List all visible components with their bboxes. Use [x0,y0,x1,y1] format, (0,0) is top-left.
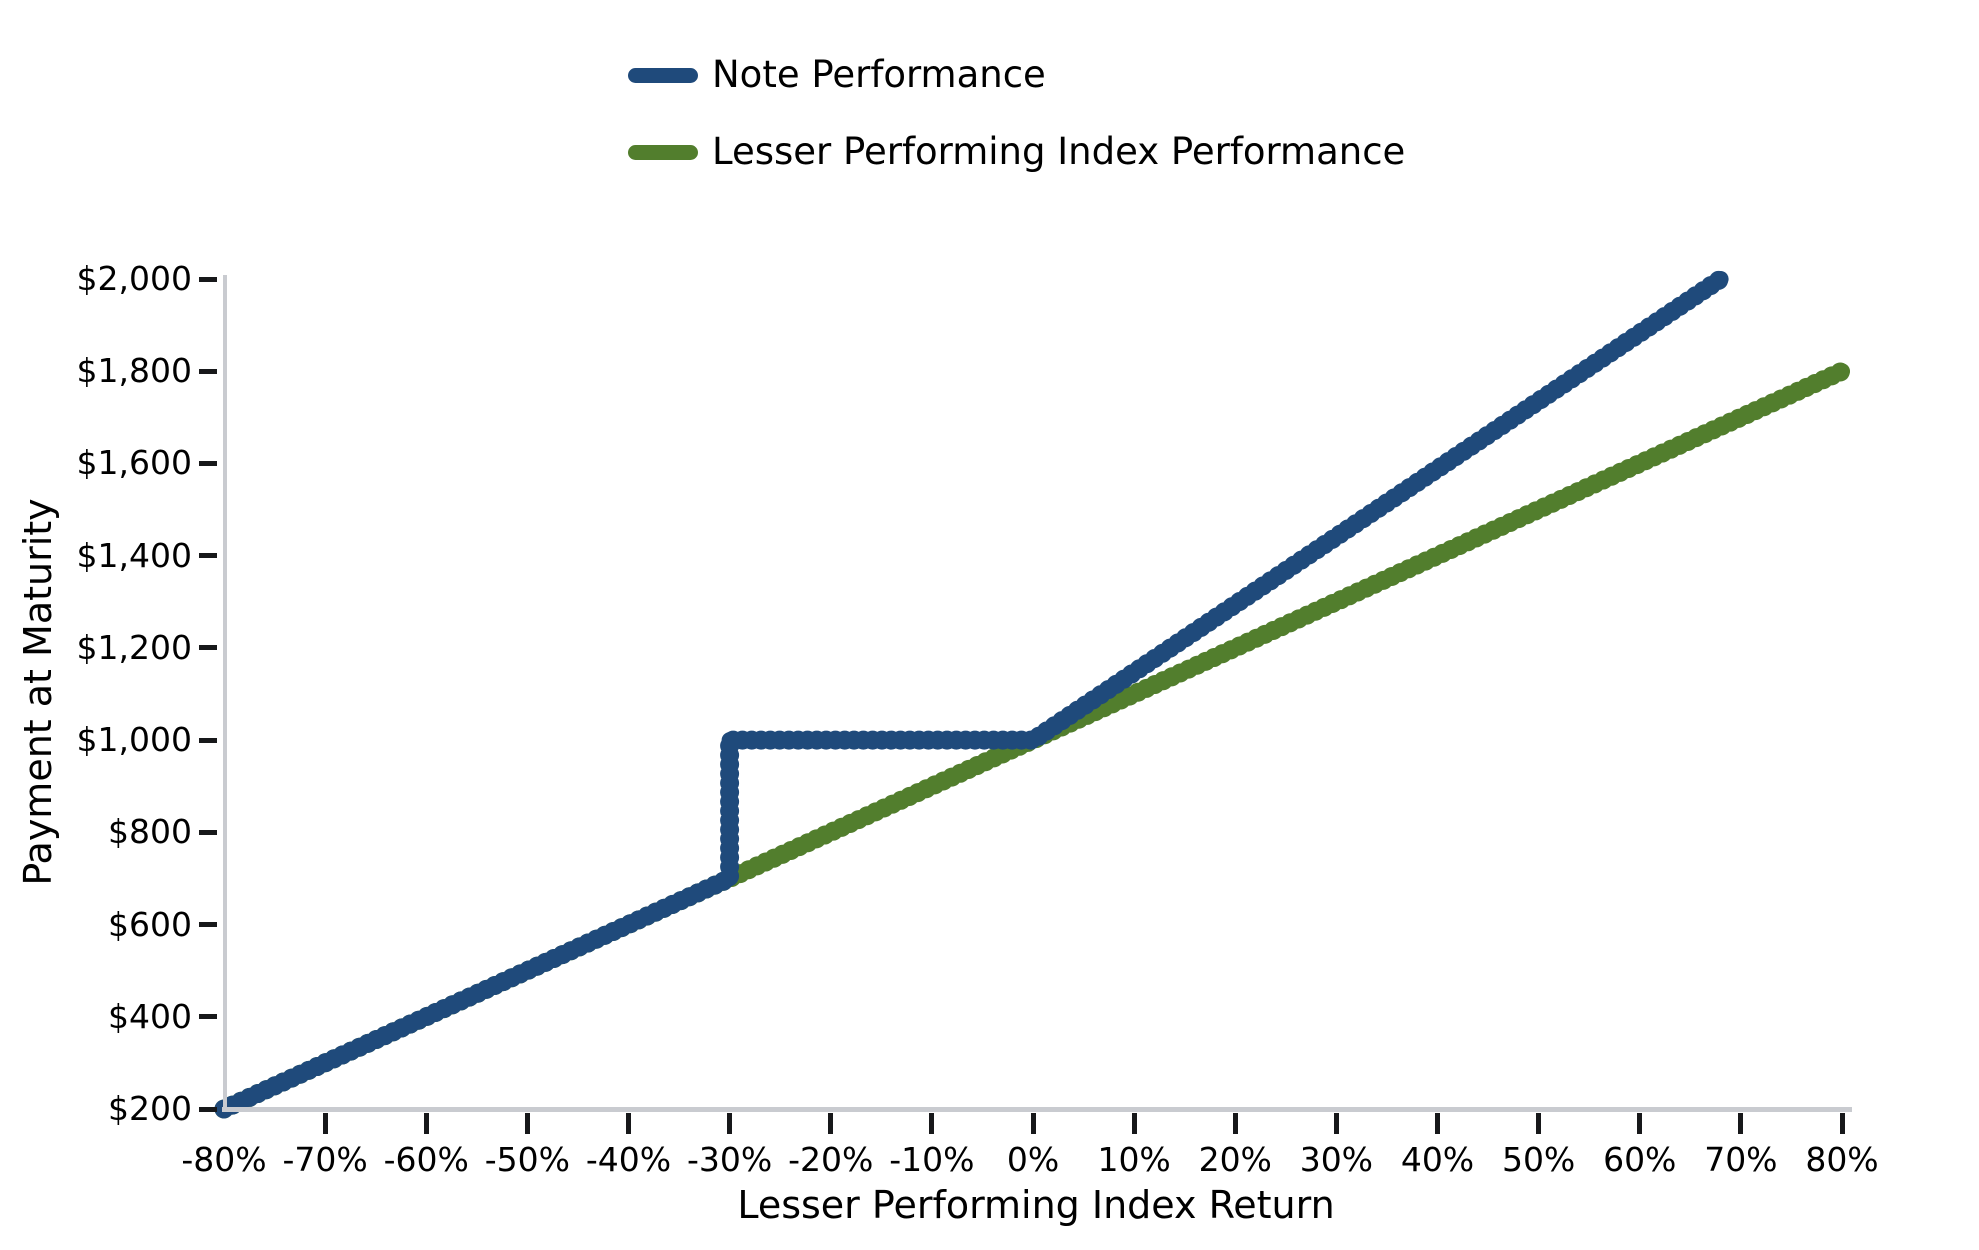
lesser-performing-index-swatch [628,144,698,160]
note-performance-swatch [628,67,698,83]
y-tick-label: $1,000 [76,720,192,760]
y-tick-label: $600 [108,904,192,944]
y-tick-label: $200 [108,1089,192,1128]
legend-label-note-performance: Note Performance [712,53,1046,96]
x-tick-mark [1435,1113,1440,1134]
x-tick-mark [1536,1113,1542,1134]
y-tick-label: $1,800 [76,351,192,391]
y-tick-mark [199,829,217,835]
y-tick-label: $1,200 [76,627,192,667]
y-tick-label: $2,000 [76,259,192,298]
note-performance-line-markers [214,269,1731,1119]
note-performance-line [216,271,1729,1117]
x-tick-mark [322,1113,328,1134]
y-tick-label: $1,400 [76,535,192,575]
x-tick-mark [929,1113,935,1134]
y-tick-mark [199,737,217,743]
x-tick-mark [1333,1113,1339,1134]
x-tick-label: -60% [383,1140,469,1179]
x-tick-mark [524,1113,530,1134]
x-tick-label: -40% [585,1140,672,1179]
x-tick-label: 20% [1198,1140,1272,1179]
legend-label-lesser-performing-index: Lesser Performing Index Performance [712,130,1406,173]
x-tick-mark [423,1113,429,1134]
x-tick-mark [1738,1113,1744,1134]
y-tick-mark [199,1106,217,1112]
x-tick-mark [1232,1113,1238,1134]
x-tick-mark [1131,1113,1137,1134]
x-tick-label: -20% [788,1140,874,1179]
x-tick-label: -80% [181,1140,267,1179]
x-tick-mark [626,1113,631,1134]
y-tick-mark [199,276,217,282]
x-tick-label: 50% [1501,1140,1576,1179]
x-tick-label: 70% [1704,1140,1778,1179]
legend-item-note-performance: Note Performance [628,51,1405,99]
y-axis-line [223,275,227,1111]
x-tick-label: 30% [1299,1140,1374,1179]
x-tick-label: -70% [282,1140,368,1179]
y-tick-mark [199,460,217,466]
x-tick-label: 80% [1805,1140,1879,1179]
y-tick-label: $1,600 [76,443,192,483]
x-tick-label: -30% [686,1140,773,1179]
x-tick-label: 10% [1097,1140,1171,1179]
x-tick-mark [1030,1113,1036,1134]
y-tick-mark [199,922,217,928]
legend-item-lesser-performing-index: Lesser Performing Index Performance [628,128,1405,176]
y-tick-mark [199,645,217,651]
y-tick-mark [199,553,217,559]
x-tick-label: -10% [889,1140,975,1179]
x-tick-label: 60% [1603,1140,1677,1179]
y-tick-label: $400 [108,996,192,1036]
x-tick-label: 0% [1006,1140,1060,1179]
y-tick-label: $800 [108,812,192,852]
x-axis-line [222,1107,1852,1112]
y-axis-title: Payment at Maturity [16,498,60,886]
x-tick-mark [727,1113,733,1134]
x-axis-title: Lesser Performing Index Return [737,1183,1335,1227]
y-tick-mark [199,1014,217,1020]
x-tick-mark [828,1113,834,1134]
legend: Note Performance Lesser Performing Index… [628,51,1405,176]
y-tick-mark [199,368,217,374]
x-tick-label: -50% [484,1140,571,1179]
x-tick-mark [1839,1113,1845,1134]
x-tick-label: 40% [1400,1140,1475,1179]
x-tick-mark [1637,1113,1643,1134]
